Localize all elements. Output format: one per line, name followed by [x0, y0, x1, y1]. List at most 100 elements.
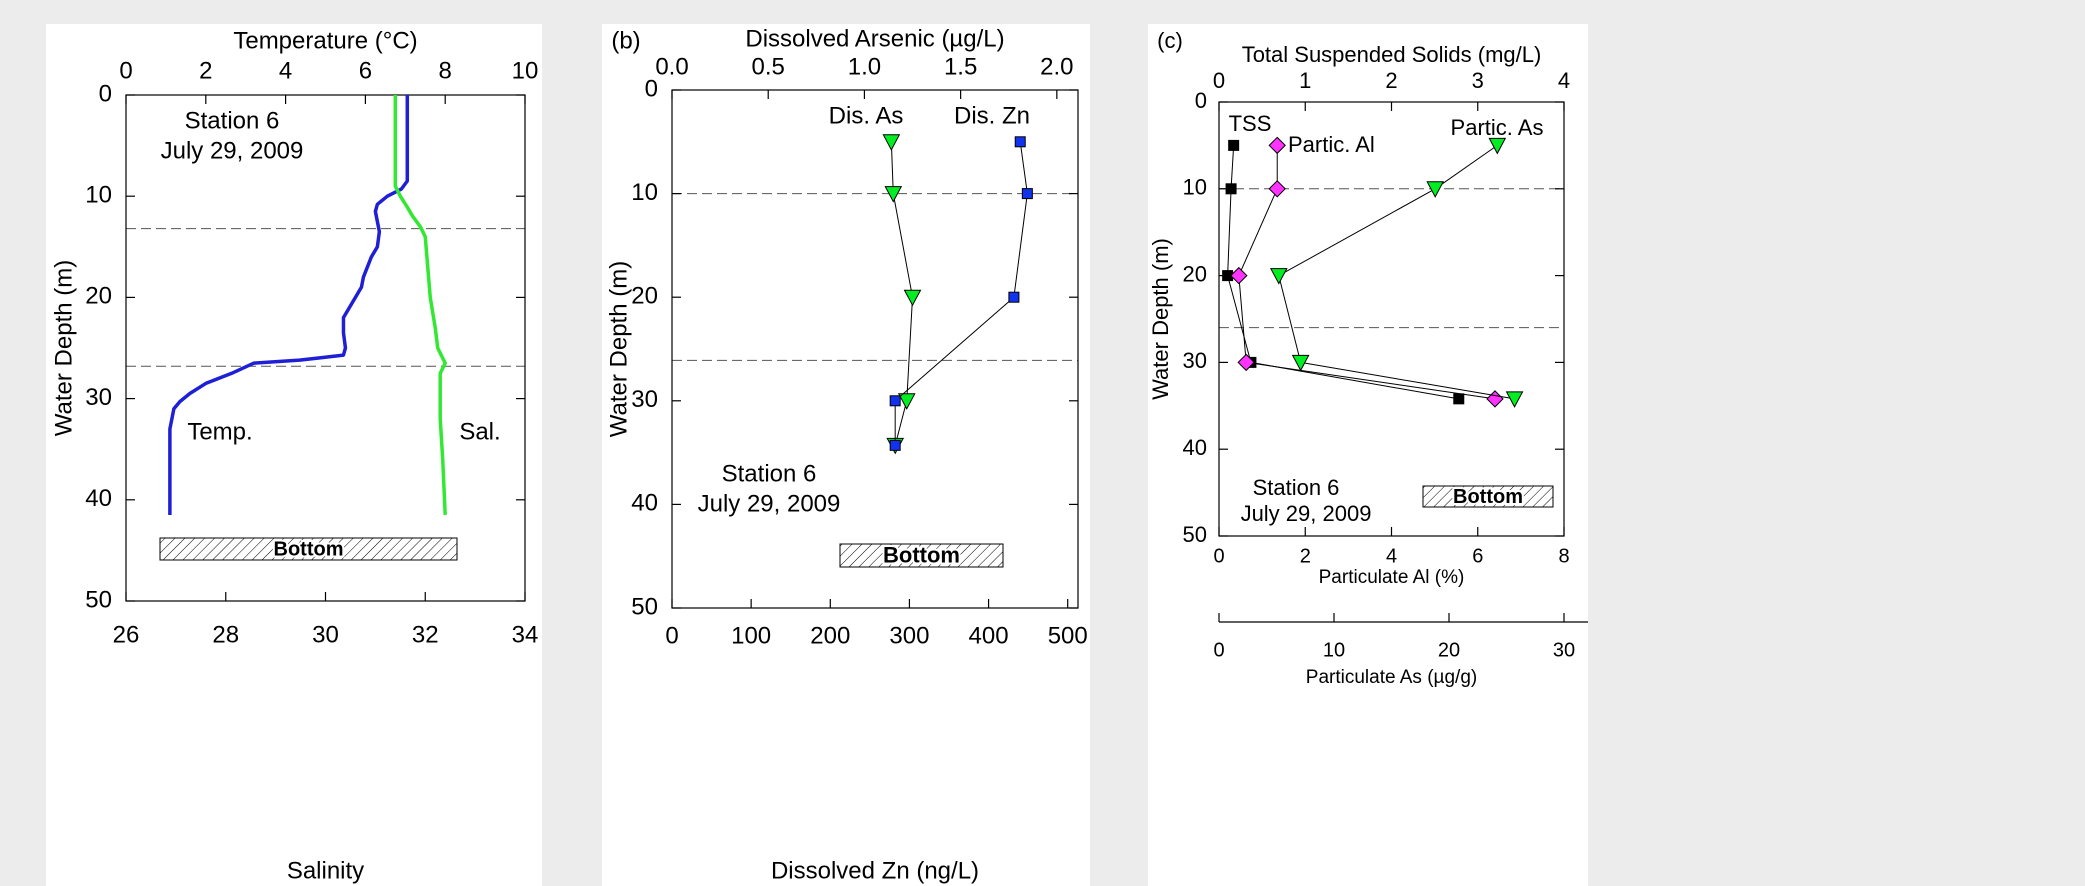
- x-tick-label: 2: [199, 57, 212, 84]
- marker: [1268, 180, 1286, 198]
- y-tick-label: 0: [99, 80, 112, 107]
- bottom-label: Bottom: [1453, 486, 1523, 508]
- x-tick-label: 0.5: [752, 53, 785, 80]
- y-tick-label: 40: [631, 490, 658, 517]
- y-tick-label: 50: [85, 586, 112, 613]
- series-label: TSS: [1229, 111, 1272, 136]
- marker: [1488, 137, 1507, 155]
- annotation: July 29, 2009: [698, 490, 841, 517]
- y-tick-label: 20: [1183, 261, 1207, 286]
- x-tick-label: 32: [412, 621, 439, 648]
- bottom-box: [1422, 485, 1554, 508]
- series-label: Sal.: [459, 418, 500, 445]
- x-axis-title: Dissolved Arsenic (µg/L): [745, 25, 1004, 52]
- panel-label: (c): [1157, 28, 1183, 53]
- x-tick-label: 400: [969, 622, 1009, 649]
- annotation: Station 6: [722, 460, 817, 487]
- x-tick-label: 34: [512, 621, 539, 648]
- x-tick-label: 300: [889, 622, 929, 649]
- x-tick-label: 100: [731, 622, 771, 649]
- marker: [1021, 188, 1033, 200]
- x-tick-label: 2.0: [1040, 53, 1073, 80]
- marker: [882, 134, 901, 151]
- marker: [1228, 139, 1240, 151]
- x-tick-label: 28: [212, 621, 239, 648]
- bottom-label: Bottom: [883, 542, 960, 567]
- series-label: Temp.: [187, 418, 252, 445]
- x-tick-label: 30: [312, 621, 339, 648]
- x-tick-label: 200: [810, 622, 850, 649]
- x-tick-label: 30: [1553, 639, 1575, 661]
- panel-label: (b): [611, 27, 640, 54]
- y-tick-label: 20: [85, 283, 112, 310]
- bottom-box: [839, 543, 1004, 568]
- series-label: Dis. Zn: [954, 102, 1030, 129]
- y-tick-label: 0: [1195, 88, 1207, 113]
- series-label: Partic. As: [1451, 115, 1544, 140]
- x-axis-title: Salinity: [287, 857, 364, 884]
- x-tick-label: 1.5: [944, 53, 977, 80]
- x-tick-label: 4: [1558, 68, 1570, 93]
- marker: [889, 439, 901, 451]
- x-tick-label: 0: [665, 622, 678, 649]
- y-tick-label: 30: [85, 384, 112, 411]
- marker: [1453, 393, 1465, 405]
- annotation: July 29, 2009: [161, 137, 304, 164]
- panel-background: [46, 24, 542, 886]
- marker: [1268, 136, 1286, 155]
- x-tick-label: 1.0: [848, 53, 881, 80]
- x-tick-label: 2: [1385, 68, 1397, 93]
- x-tick-label: 0: [1213, 639, 1224, 661]
- annotation: Station 6: [185, 107, 280, 134]
- marker: [1269, 268, 1288, 285]
- y-axis-title: Water Depth (m): [1148, 238, 1173, 400]
- y-tick-label: 40: [1183, 435, 1207, 460]
- x-tick-label: 20: [1438, 639, 1460, 661]
- x-tick-label: 4: [279, 57, 292, 84]
- x-axis-title: Total Suspended Solids (mg/L): [1242, 42, 1542, 67]
- x-tick-label: 0.0: [655, 53, 688, 80]
- marker: [903, 289, 922, 307]
- marker: [889, 395, 901, 407]
- series-label: Partic. Al: [1288, 132, 1375, 157]
- y-tick-label: 40: [85, 485, 112, 512]
- marker: [897, 393, 916, 410]
- x-tick-label: 0: [119, 57, 132, 84]
- marker: [1008, 291, 1020, 303]
- x-axis-title: Temperature (°C): [233, 27, 417, 54]
- marker: [1291, 354, 1310, 372]
- y-tick-label: 20: [631, 283, 658, 310]
- marker: [1225, 183, 1237, 195]
- x-tick-label: 2: [1300, 545, 1311, 567]
- x-tick-label: 6: [359, 57, 372, 84]
- marker: [884, 186, 903, 203]
- y-tick-label: 30: [631, 386, 658, 413]
- bottom-label: Bottom: [274, 538, 344, 560]
- panel-background: [1148, 24, 1588, 886]
- x-tick-label: 500: [1048, 622, 1088, 649]
- x-tick-label: 0: [1213, 68, 1225, 93]
- x-axis-title: Particulate As (µg/g): [1306, 667, 1477, 688]
- series-line: [393, 95, 447, 516]
- x-axis-title: Particulate Al (%): [1319, 567, 1465, 588]
- marker: [1426, 181, 1445, 198]
- y-tick-label: 30: [1183, 348, 1207, 373]
- series-label: Dis. As: [829, 102, 904, 129]
- y-axis-title: Water Depth (m): [605, 261, 632, 437]
- annotation: Station 6: [1253, 475, 1340, 500]
- y-tick-label: 50: [1183, 522, 1207, 547]
- bottom-box: [159, 537, 458, 561]
- plot-frame: [671, 89, 1079, 609]
- y-tick-label: 0: [645, 75, 658, 102]
- marker: [1237, 353, 1255, 372]
- panel-background: [602, 24, 1090, 886]
- marker: [1230, 266, 1248, 285]
- x-tick-label: 1: [1299, 68, 1311, 93]
- annotation: July 29, 2009: [1241, 501, 1372, 526]
- x-tick-label: 6: [1472, 545, 1483, 567]
- y-tick-label: 10: [85, 182, 112, 209]
- x-tick-label: 26: [113, 621, 140, 648]
- x-tick-label: 10: [512, 57, 539, 84]
